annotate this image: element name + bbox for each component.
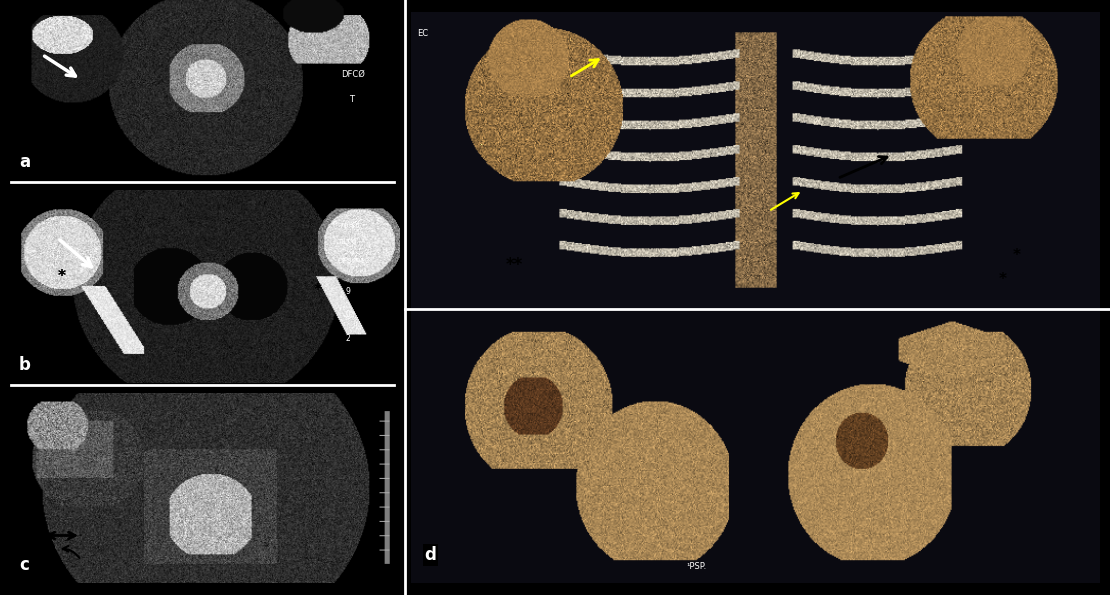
Text: *: * bbox=[58, 270, 65, 284]
Text: **: ** bbox=[505, 256, 523, 274]
Text: c: c bbox=[19, 556, 29, 574]
Text: DFOV412: DFOV412 bbox=[337, 258, 370, 264]
Text: ¹PSP.: ¹PSP. bbox=[686, 562, 706, 571]
Text: 9: 9 bbox=[345, 287, 350, 296]
Text: *: * bbox=[1012, 248, 1020, 264]
Text: TILT:0: TILT:0 bbox=[337, 239, 357, 245]
Text: b: b bbox=[19, 355, 31, 374]
Text: DFCØ: DFCØ bbox=[342, 70, 365, 79]
Text: *: * bbox=[314, 283, 322, 298]
Text: -70.85: -70.85 bbox=[337, 224, 360, 230]
Text: 0: 0 bbox=[345, 311, 350, 320]
Text: EC: EC bbox=[417, 29, 428, 37]
Text: a: a bbox=[19, 152, 30, 171]
Text: 2: 2 bbox=[345, 334, 350, 343]
Text: T: T bbox=[349, 95, 354, 104]
Text: d: d bbox=[424, 546, 436, 564]
Text: *: * bbox=[58, 270, 65, 284]
Text: *: * bbox=[999, 272, 1007, 287]
